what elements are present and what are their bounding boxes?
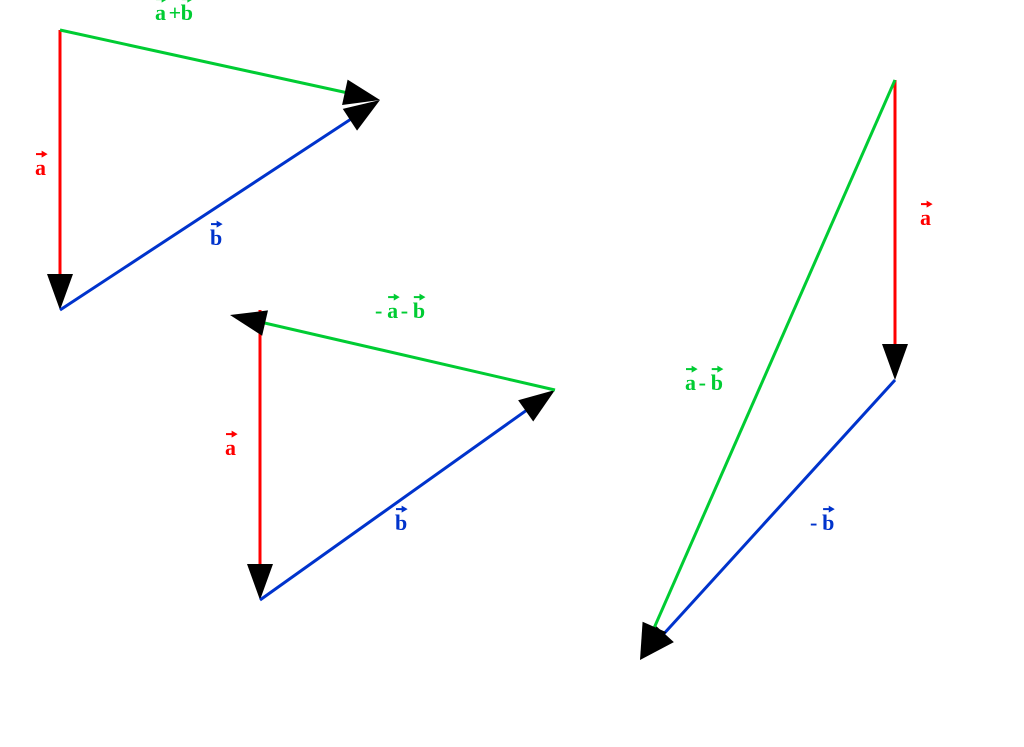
label-part: b bbox=[181, 0, 193, 25]
arrowhead bbox=[882, 344, 908, 380]
arrowhead bbox=[230, 310, 268, 335]
vector-label: a bbox=[35, 151, 48, 180]
arrowhead bbox=[518, 390, 555, 421]
label-part: + bbox=[169, 0, 182, 25]
label-part: a bbox=[387, 298, 398, 323]
label-part: b bbox=[413, 298, 425, 323]
label-part: b bbox=[822, 510, 834, 535]
vector-b bbox=[260, 401, 539, 600]
label-part: b bbox=[210, 225, 222, 250]
vector-label: a-b bbox=[685, 366, 723, 395]
vector-diagram: aba+bab-a-ba-ba-b bbox=[0, 0, 1024, 747]
vector--a-b bbox=[249, 319, 555, 390]
label-part: a bbox=[155, 0, 166, 25]
label-part: a bbox=[685, 370, 696, 395]
label-part: b bbox=[395, 510, 407, 535]
vector-label: b bbox=[395, 506, 408, 535]
label-part: - bbox=[375, 298, 382, 323]
label-part: - bbox=[810, 510, 817, 535]
vector-label: b bbox=[210, 221, 223, 250]
label-part: a bbox=[35, 155, 46, 180]
vector-group-mid: ab-a-b bbox=[225, 294, 555, 600]
label-part: a bbox=[225, 435, 236, 460]
label-part: - bbox=[699, 370, 706, 395]
vector-a+b bbox=[60, 30, 361, 96]
label-part: b bbox=[711, 370, 723, 395]
arrowhead bbox=[343, 100, 380, 131]
vector-label: -b bbox=[810, 506, 835, 535]
label-part: - bbox=[401, 298, 408, 323]
vector-label: a bbox=[225, 431, 238, 460]
arrowhead bbox=[342, 80, 380, 105]
vector-group-top-left: aba+b bbox=[35, 0, 380, 310]
vector-label: -a-b bbox=[375, 294, 425, 323]
label-part: a bbox=[920, 205, 931, 230]
vector-label: a bbox=[920, 201, 933, 230]
vector-group-right: a-ba-b bbox=[640, 80, 933, 660]
vector--b bbox=[653, 380, 895, 645]
vector-label: a+b bbox=[155, 0, 193, 25]
vector-a-b bbox=[648, 80, 895, 642]
vector-b bbox=[60, 111, 363, 310]
